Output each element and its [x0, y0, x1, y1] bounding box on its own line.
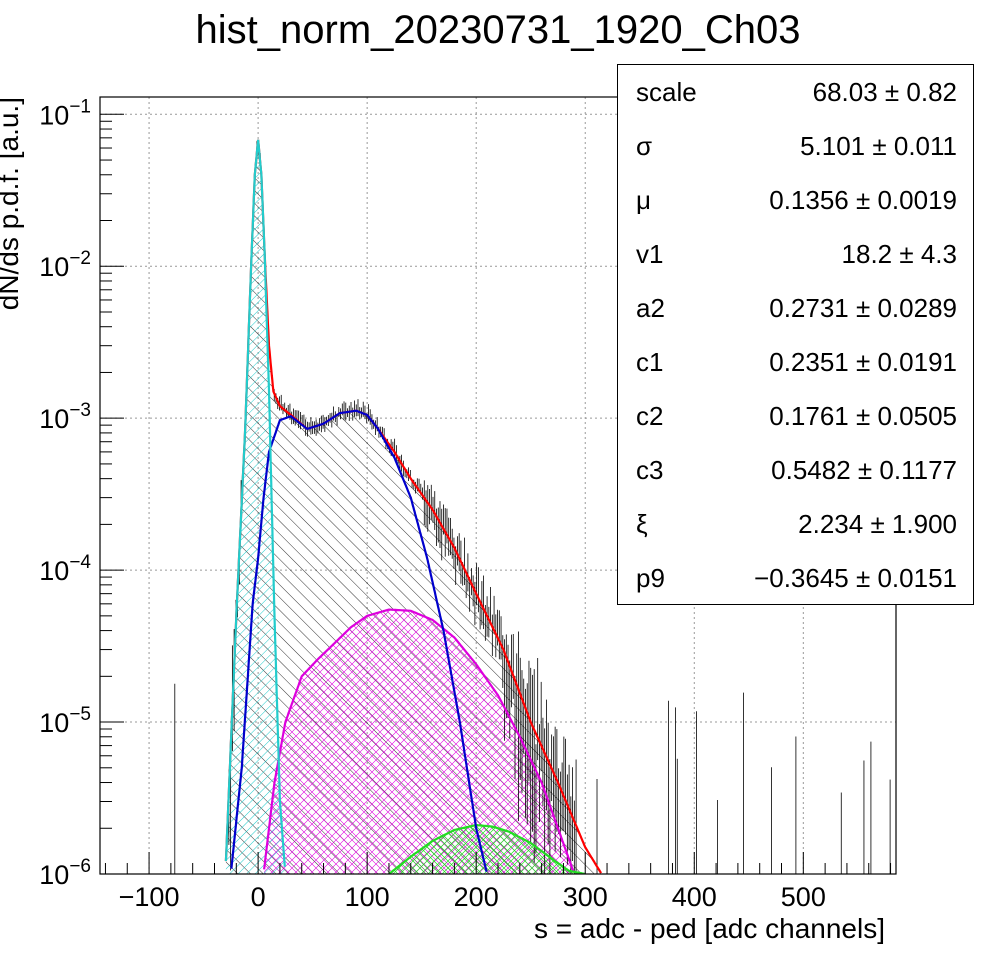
stat-row: ξ 2.234 ± 1.900	[618, 497, 973, 551]
stat-name: c2	[636, 401, 664, 431]
y-tick-label: 10−1	[39, 96, 91, 130]
stat-value: 5.101 ± 0.011	[800, 131, 957, 161]
stat-name: σ	[636, 131, 653, 161]
stat-name: μ	[636, 185, 651, 215]
stat-row: c2 0.1761 ± 0.0505	[618, 389, 973, 443]
stat-name: ξ	[636, 509, 648, 539]
stat-value: 68.03 ± 0.82	[812, 77, 957, 107]
y-tick-label: 10−4	[39, 552, 91, 586]
y-tick-label: 10−2	[39, 248, 91, 282]
x-axis-title: s = adc - ped [adc channels]	[534, 913, 885, 944]
stat-value: 0.2731 ± 0.0289	[769, 293, 957, 323]
stat-row: a2 0.2731 ± 0.0289	[618, 281, 973, 335]
stat-row: σ 5.101 ± 0.011	[618, 119, 973, 173]
stat-name: a2	[636, 293, 665, 323]
stat-row: c1 0.2351 ± 0.0191	[618, 335, 973, 389]
x-tick-label: 300	[563, 882, 608, 912]
stat-value: −0.3645 ± 0.0151	[754, 563, 957, 593]
y-axis-title: dN/ds p.d.f. [a.u.]	[0, 97, 24, 310]
stat-name: c3	[636, 455, 664, 485]
fit-curve-1	[230, 409, 488, 872]
stat-name: c1	[636, 347, 664, 377]
x-tick-label: 500	[781, 882, 826, 912]
stat-value: 0.1356 ± 0.0019	[769, 185, 957, 215]
stat-value: 18.2 ± 4.3	[841, 239, 957, 269]
fit-stats-box: scale 68.03 ± 0.82 σ 5.101 ± 0.011 μ 0.1356 ±…	[617, 64, 974, 605]
component-fill	[264, 609, 574, 874]
x-tick-label: 400	[672, 882, 717, 912]
fit-curve-3	[263, 608, 575, 873]
stat-row: c3 0.5482 ± 0.1177	[618, 443, 973, 497]
fit-curve-2	[224, 139, 286, 867]
stat-value: 2.234 ± 1.900	[798, 509, 957, 539]
stat-value: 0.1761 ± 0.0505	[769, 401, 957, 431]
x-tick-label: 0	[251, 882, 266, 912]
component-fill	[225, 139, 285, 874]
stat-value: 0.2351 ± 0.0191	[769, 347, 957, 377]
stat-row: μ 0.1356 ± 0.0019	[618, 173, 973, 227]
chart-title: hist_norm_20230731_1920_Ch03	[195, 8, 801, 52]
y-tick-label: 10−6	[39, 856, 91, 890]
y-tick-label: 10−3	[39, 400, 91, 434]
x-tick-label: 100	[345, 882, 390, 912]
fit-curve-4	[388, 823, 585, 874]
stat-row: v1 18.2 ± 4.3	[618, 227, 973, 281]
x-tick-label: −100	[119, 882, 180, 912]
stat-row: scale 68.03 ± 0.82	[618, 65, 973, 119]
component-fill	[389, 825, 585, 874]
stat-value: 0.5482 ± 0.1177	[771, 455, 957, 485]
stat-name: p9	[636, 563, 665, 593]
stat-name: v1	[636, 239, 664, 269]
stat-name: scale	[636, 77, 697, 107]
x-tick-label: 200	[454, 882, 499, 912]
stat-row: p9 −0.3645 ± 0.0151	[618, 551, 973, 605]
fit-curve-0	[224, 139, 602, 874]
y-tick-label: 10−5	[39, 704, 91, 738]
